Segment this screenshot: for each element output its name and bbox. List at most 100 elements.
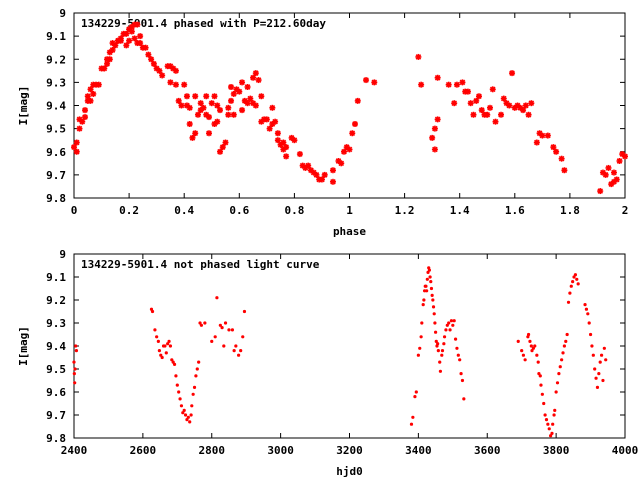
data-point xyxy=(597,188,604,195)
data-point xyxy=(232,349,236,353)
data-point xyxy=(145,51,152,58)
data-point xyxy=(431,305,436,309)
data-point xyxy=(542,401,546,406)
data-point xyxy=(239,79,246,86)
data-point xyxy=(452,319,456,323)
data-point xyxy=(313,171,320,178)
data-point xyxy=(244,100,251,107)
data-point xyxy=(460,378,465,383)
data-point xyxy=(413,395,417,399)
data-point xyxy=(191,392,195,396)
data-point xyxy=(459,79,466,86)
plot-frame xyxy=(73,253,626,439)
data-point xyxy=(186,415,190,419)
data-point xyxy=(484,111,491,118)
data-point xyxy=(203,93,210,100)
data-point xyxy=(84,93,91,100)
data-point xyxy=(274,137,281,144)
x-tick-label: 2800 xyxy=(199,444,226,457)
data-point xyxy=(73,148,80,155)
data-point xyxy=(363,77,370,84)
data-point xyxy=(203,321,207,325)
data-point xyxy=(447,321,451,325)
data-point xyxy=(106,56,113,63)
data-point xyxy=(597,372,601,376)
data-point xyxy=(225,104,232,111)
data-point xyxy=(188,420,192,424)
data-point xyxy=(522,102,529,109)
x-axis-label: phase xyxy=(333,225,366,238)
data-point xyxy=(444,328,448,332)
data-point xyxy=(569,284,573,288)
data-point xyxy=(478,107,485,114)
unphased-chart: 2400 2600 2800 3000 3200 3400 3600 3800 4000 9 9.1… xyxy=(17,248,638,478)
y-tick-label: 9.8 xyxy=(46,192,66,205)
data-point xyxy=(422,298,426,302)
data-point xyxy=(445,323,449,327)
data-point xyxy=(451,100,458,107)
data-point xyxy=(329,167,336,174)
data-point xyxy=(587,321,591,325)
data-point xyxy=(189,413,193,417)
data-point xyxy=(520,107,527,114)
data-series xyxy=(71,21,628,195)
x-tick-label: 0.6 xyxy=(229,204,249,217)
data-point xyxy=(530,349,534,353)
data-point xyxy=(528,100,535,107)
data-point xyxy=(338,160,345,167)
data-point xyxy=(553,148,560,155)
data-point xyxy=(79,118,86,125)
data-point xyxy=(156,67,163,74)
data-point xyxy=(157,349,162,353)
data-point xyxy=(440,349,445,353)
data-point xyxy=(555,381,560,385)
data-point xyxy=(137,33,144,40)
y-axis-label: I[mag] xyxy=(17,326,30,366)
data-point xyxy=(553,408,557,412)
x-tick-label: 2600 xyxy=(130,444,157,457)
data-point xyxy=(459,372,463,376)
data-point xyxy=(318,176,325,183)
data-point xyxy=(72,360,76,364)
data-point xyxy=(200,104,207,111)
data-point xyxy=(430,293,434,297)
data-point xyxy=(433,321,437,325)
data-point xyxy=(167,79,174,86)
data-point xyxy=(217,107,224,114)
data-point xyxy=(167,339,171,343)
data-point xyxy=(440,353,444,357)
data-point xyxy=(76,125,83,132)
y-tick-label: 9.2 xyxy=(46,53,66,66)
data-point xyxy=(73,139,80,146)
y-tick-label: 9.6 xyxy=(46,386,66,399)
data-point xyxy=(199,323,204,327)
x-tick-label: 1.6 xyxy=(505,204,525,217)
data-point xyxy=(568,291,572,295)
data-point xyxy=(190,404,194,408)
data-point xyxy=(82,114,89,121)
data-point xyxy=(431,298,435,302)
data-point xyxy=(198,321,202,325)
data-point xyxy=(573,273,578,277)
data-point xyxy=(208,100,215,107)
data-point xyxy=(163,344,167,348)
data-point xyxy=(283,144,290,151)
data-point xyxy=(148,56,155,63)
data-point xyxy=(521,353,526,357)
data-point xyxy=(192,130,199,137)
data-point xyxy=(123,42,130,49)
data-point xyxy=(411,415,415,419)
data-point xyxy=(551,422,555,426)
data-point xyxy=(215,296,219,300)
data-point xyxy=(537,372,541,376)
data-point xyxy=(192,93,199,100)
data-point xyxy=(244,84,251,90)
data-point xyxy=(239,349,243,353)
data-point xyxy=(74,349,79,353)
data-point xyxy=(247,95,254,102)
data-point xyxy=(562,344,566,348)
data-point xyxy=(602,171,609,178)
data-point xyxy=(509,70,516,77)
data-point xyxy=(433,330,438,334)
data-point xyxy=(219,144,226,151)
